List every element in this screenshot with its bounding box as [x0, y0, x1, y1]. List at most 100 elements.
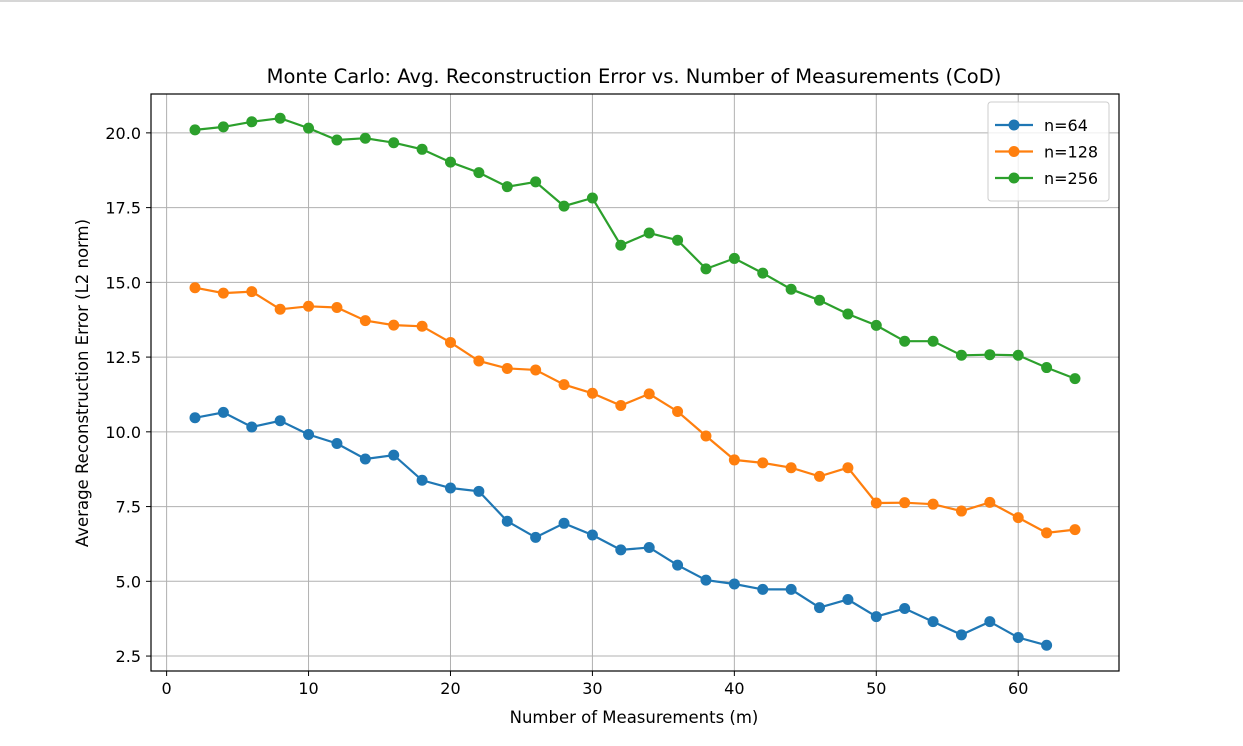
legend-marker — [1008, 146, 1020, 157]
y-tick-label: 10.0 — [105, 423, 141, 442]
data-point — [331, 301, 343, 313]
data-point — [955, 629, 967, 641]
data-point — [444, 156, 456, 168]
data-point — [388, 449, 400, 461]
x-tick-label: 20 — [440, 679, 460, 698]
data-point — [586, 192, 598, 204]
data-point — [501, 362, 513, 374]
data-point — [672, 234, 684, 246]
data-point — [842, 462, 854, 474]
plot-frame — [150, 93, 1120, 672]
data-point — [927, 335, 939, 347]
data-point — [899, 603, 911, 615]
x-tick-label: 30 — [582, 679, 602, 698]
data-point — [359, 453, 371, 465]
data-point — [927, 616, 939, 628]
data-point — [246, 421, 258, 433]
legend-label: n=64 — [1044, 116, 1088, 135]
data-point — [189, 282, 201, 294]
data-point — [899, 335, 911, 347]
data-point — [416, 143, 428, 155]
data-point — [700, 430, 712, 442]
data-point — [984, 616, 996, 628]
data-point — [530, 531, 542, 543]
legend-marker — [1008, 172, 1020, 184]
grid-lines — [151, 94, 1119, 671]
data-point — [331, 437, 343, 449]
data-point — [303, 300, 315, 312]
data-point — [501, 181, 513, 193]
y-tick-label: 5.0 — [116, 572, 141, 591]
x-tick-label: 10 — [298, 679, 318, 698]
data-point — [615, 239, 627, 251]
data-point — [1012, 512, 1024, 524]
data-point — [700, 263, 712, 275]
data-point — [1041, 639, 1053, 651]
data-point — [530, 364, 542, 376]
data-point — [416, 474, 428, 486]
legend-label: n=256 — [1044, 169, 1098, 188]
data-point — [955, 505, 967, 517]
data-point — [672, 405, 684, 417]
data-point — [473, 167, 485, 179]
data-point — [444, 336, 456, 348]
data-point — [870, 497, 882, 509]
axis-ticks: 0 10 20 30 40 50 60 2.5 5.0 7.5 10.0 12.5 15.0 17.5 20… — [105, 124, 1028, 698]
data-point — [984, 496, 996, 508]
legend: n=64 n=128 n=256 — [987, 101, 1110, 202]
y-tick-label: 2.5 — [116, 647, 141, 666]
data-point — [899, 497, 911, 509]
data-point — [984, 349, 996, 361]
window-top-border — [0, 0, 1243, 2]
data-series — [189, 112, 1081, 651]
data-point — [757, 583, 769, 595]
data-point — [331, 134, 343, 146]
data-point — [927, 498, 939, 510]
data-point — [842, 594, 854, 606]
data-point — [757, 457, 769, 469]
data-point — [757, 267, 769, 279]
data-point — [814, 470, 826, 482]
data-point — [274, 303, 286, 315]
data-point — [1012, 349, 1024, 361]
x-tick-label: 40 — [724, 679, 744, 698]
data-point — [303, 122, 315, 134]
y-tick-label: 20.0 — [105, 124, 141, 143]
data-point — [444, 482, 456, 494]
data-point — [672, 559, 684, 571]
series-line — [194, 411, 1047, 647]
y-tick-label: 15.0 — [105, 273, 141, 292]
data-point — [728, 578, 740, 590]
y-tick-label: 7.5 — [116, 498, 141, 517]
data-point — [274, 415, 286, 427]
y-tick-label: 17.5 — [105, 199, 141, 218]
data-point — [303, 429, 315, 441]
data-point — [643, 388, 655, 400]
data-point — [558, 200, 570, 212]
data-point — [586, 529, 598, 541]
x-tick-label: 50 — [866, 679, 886, 698]
data-point — [359, 132, 371, 144]
data-point — [728, 252, 740, 264]
data-point — [217, 406, 229, 418]
data-point — [586, 387, 598, 399]
data-point — [643, 542, 655, 554]
data-point — [1012, 632, 1024, 644]
y-axis-label: Average Reconstruction Error (L2 norm) — [73, 219, 92, 547]
data-point — [388, 319, 400, 331]
data-point — [1069, 524, 1081, 536]
y-tick-label: 12.5 — [105, 348, 141, 367]
data-point — [870, 319, 882, 331]
x-tick-label: 0 — [162, 679, 172, 698]
data-point — [814, 294, 826, 306]
data-point — [217, 287, 229, 299]
data-point — [388, 137, 400, 149]
legend-marker — [1008, 119, 1020, 131]
data-point — [842, 308, 854, 320]
data-point — [473, 355, 485, 367]
data-point — [785, 283, 797, 295]
data-point — [700, 574, 712, 586]
series-line — [194, 117, 1076, 380]
data-point — [189, 412, 201, 424]
data-point — [246, 286, 258, 298]
